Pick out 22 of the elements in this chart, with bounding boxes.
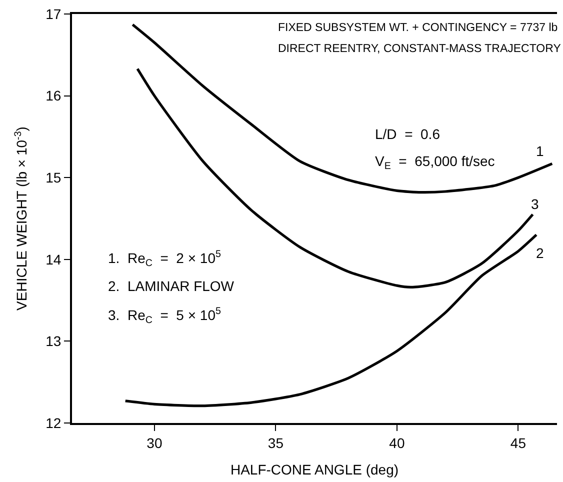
x-axis-title: HALF-CONE ANGLE (deg) <box>230 462 399 478</box>
annotation: 3 <box>531 196 539 212</box>
annotation: 3. Re$_{C}$ = 5 × 10$^{5}$ <box>108 306 222 326</box>
y-tick-label: 15 <box>46 170 62 186</box>
y-tick-label: 12 <box>46 414 62 431</box>
annotation: L/D = 0.6 <box>375 126 440 142</box>
y-tick-label: 14 <box>46 251 62 268</box>
y-tick-label: 17 <box>46 6 62 22</box>
y-tick-label: 16 <box>46 88 62 104</box>
y-tick-label: 13 <box>46 333 62 350</box>
annotation: V$_{E}$ = 65,000 ft/sec <box>375 153 495 172</box>
x-tick-label: 40 <box>389 434 405 451</box>
annotation: 2. LAMINAR FLOW <box>108 278 235 294</box>
annotation: 1. Re$_{C}$ = 2 × 10$^{5}$ <box>108 249 222 269</box>
annotation: DIRECT REENTRY, CONSTANT-MASS TRAJECTORY <box>278 43 562 55</box>
line-series <box>124 234 538 408</box>
x-tick-label: 30 <box>146 434 162 451</box>
x-tick-label: 45 <box>510 434 526 451</box>
x-tick-label: 35 <box>268 434 284 451</box>
annotation: 2 <box>536 245 544 261</box>
annotation: 1 <box>536 143 544 159</box>
annotation: FIXED SUBSYSTEM WT. + CONTINGENCY = 7737 lb <box>278 22 558 34</box>
